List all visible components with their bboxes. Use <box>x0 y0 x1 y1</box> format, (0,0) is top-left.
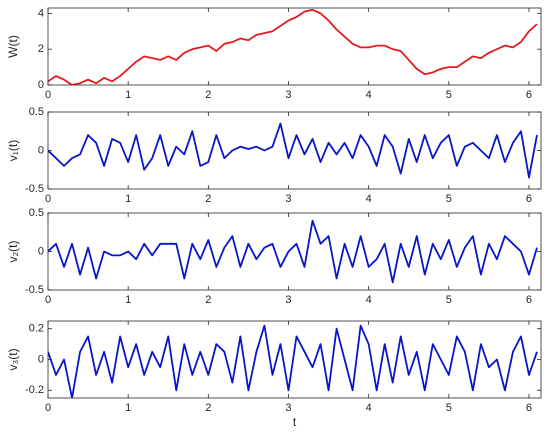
y-tick-label: 4 <box>38 7 44 19</box>
data-line <box>48 219 538 284</box>
y-tick-label: 2 <box>38 43 44 55</box>
y-tick-label: 0 <box>38 79 44 91</box>
axes-frame <box>47 7 542 86</box>
x-tick-label: 1 <box>125 402 131 414</box>
x-tick-label: 4 <box>366 193 372 205</box>
x-tick-label: 2 <box>205 294 211 306</box>
x-tick-label: 1 <box>125 294 131 306</box>
x-tick-label: 5 <box>446 294 452 306</box>
x-tick-label: 4 <box>366 89 372 101</box>
x-tick-label: 1 <box>125 193 131 205</box>
data-line <box>48 8 538 85</box>
y-axis-label: v₁(t) <box>6 140 20 161</box>
x-tick-label: 6 <box>526 193 532 205</box>
axes-frame <box>47 212 542 291</box>
x-tick-label: 4 <box>366 402 372 414</box>
x-tick-label: 6 <box>526 89 532 101</box>
plot-area <box>48 219 538 284</box>
y-tick-label: -0.5 <box>25 284 44 296</box>
y-axis-label: v₃(t) <box>6 348 20 370</box>
x-tick-label: 5 <box>446 193 452 205</box>
x-tick-label: 1 <box>125 89 131 101</box>
x-tick-label: 2 <box>205 193 211 205</box>
plot-area <box>48 8 538 85</box>
x-tick-label: 0 <box>45 294 51 306</box>
y-axis-label: W(t) <box>6 35 20 58</box>
axes-frame <box>47 320 542 399</box>
plot-area <box>48 122 538 179</box>
data-line <box>48 122 538 179</box>
x-tick-label: 3 <box>285 193 291 205</box>
x-tick-label: 0 <box>45 402 51 414</box>
y-tick-label: 0.2 <box>29 323 44 335</box>
y-tick-label: 0 <box>38 245 44 257</box>
data-line <box>48 324 538 398</box>
x-tick-label: 0 <box>45 89 51 101</box>
x-tick-label: 2 <box>205 402 211 414</box>
y-tick-label: 0 <box>38 353 44 365</box>
x-tick-label: 3 <box>285 402 291 414</box>
y-tick-label: 0.5 <box>29 207 44 219</box>
x-tick-label: 6 <box>526 294 532 306</box>
x-tick-label: 5 <box>446 89 452 101</box>
x-tick-label: 3 <box>285 294 291 306</box>
x-axis-label: t <box>293 415 297 429</box>
y-tick-label: -0.2 <box>25 384 44 396</box>
x-tick-label: 2 <box>205 89 211 101</box>
y-tick-label: 0 <box>38 144 44 156</box>
x-tick-label: 5 <box>446 402 452 414</box>
x-tick-label: 0 <box>45 193 51 205</box>
axes-frame <box>47 111 542 190</box>
x-tick-label: 6 <box>526 402 532 414</box>
x-tick-label: 4 <box>366 294 372 306</box>
plot-area <box>48 324 538 398</box>
y-tick-label: 0.5 <box>29 106 44 118</box>
y-axis-label: v₂(t) <box>6 241 20 263</box>
x-tick-label: 3 <box>285 89 291 101</box>
y-tick-label: -0.5 <box>25 183 44 195</box>
